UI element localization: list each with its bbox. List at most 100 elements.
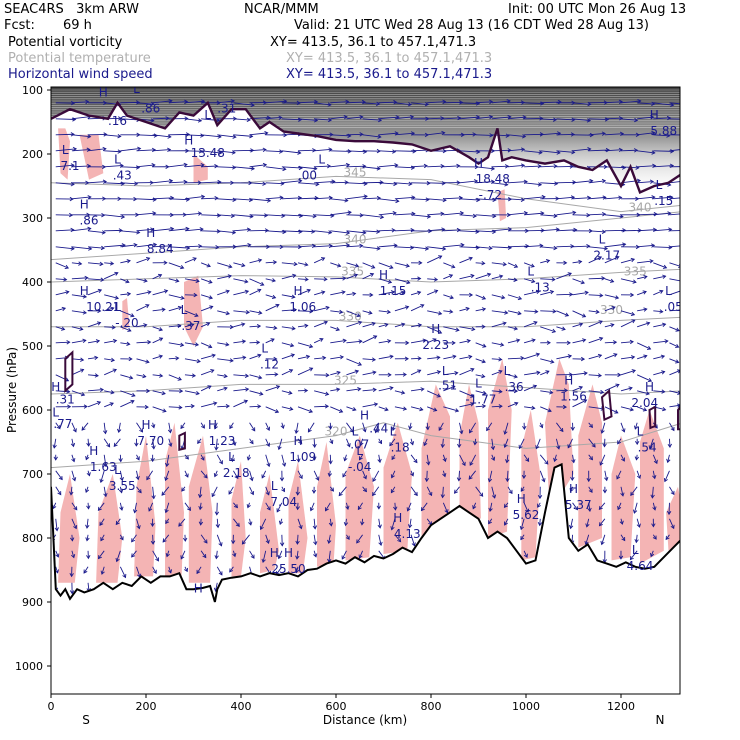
wind-arrow [148,502,154,512]
wind-arrow [669,518,675,530]
wind-arrow [378,243,398,248]
wind-arrow [475,486,484,497]
wind-arrow [637,115,655,120]
wind-arrow [588,195,607,200]
wind-arrow [669,181,680,184]
wind-arrow [313,550,318,558]
wind-arrow [87,401,102,408]
wind-arrow [165,518,170,525]
header-fcst-value: 69 h [63,18,92,33]
wind-arrow [297,470,303,480]
pv-shading-region [165,422,184,577]
y-tick-label: 500 [22,340,43,353]
wind-arrow [653,389,666,394]
wind-arrow [556,326,566,331]
wind-arrow [165,454,170,468]
wind-arrow [330,387,341,392]
extremum-label: H [80,284,89,298]
wind-arrow [427,164,445,169]
wind-arrow [378,198,400,204]
wind-arrow [637,390,650,396]
wind-arrow [619,518,624,525]
wind-arrow [115,518,121,526]
wind-arrow [246,502,251,509]
wind-arrow [427,116,445,121]
wind-arrow [314,195,333,201]
wind-arrow [358,550,364,559]
wind-arrow [602,438,607,448]
extremum-label: 1.56 [560,389,587,403]
wind-arrow [427,181,446,186]
wind-arrow [71,454,76,463]
wind-arrow [330,309,344,315]
wind-arrow [521,470,527,480]
wind-arrow [83,566,89,574]
wind-arrow [325,502,331,512]
wind-arrow [314,355,327,361]
wind-arrow [586,470,591,483]
wind-arrow [55,389,71,394]
wind-arrow [216,566,223,576]
wind-arrow [394,114,415,120]
wind-arrow [152,116,170,121]
wind-arrow [394,245,415,250]
wind-arrow [211,486,218,498]
wind-arrow [313,534,318,546]
wind-arrow [637,179,655,184]
wind-arrow [475,404,487,409]
wind-arrow [233,470,239,480]
wind-arrow [265,385,281,392]
wind-arrow [491,310,509,315]
wind-arrow [427,326,443,334]
wind-arrow [184,404,195,409]
wind-arrow [295,534,300,545]
wind-arrow [588,389,605,395]
wind-arrow [540,259,551,264]
y-tick-label: 700 [22,468,43,481]
wind-arrow [604,323,615,328]
wind-arrow [217,310,230,316]
wind-arrow [231,534,236,545]
wind-arrow [131,534,137,543]
wind-arrow [491,486,497,499]
wind-arrow [151,422,156,429]
wind-arrow [372,486,380,497]
wind-arrow [265,534,270,545]
wind-arrow [216,454,223,465]
wind-arrow [443,406,460,413]
wind-arrow [217,180,235,185]
wind-arrow [443,309,454,314]
theta-label: 325 [334,373,357,387]
wind-arrow [233,339,247,344]
wind-arrow [669,149,680,152]
wind-arrow [617,502,622,511]
wind-arrow [362,214,385,220]
wind-arrow [346,358,362,366]
wind-arrow [87,355,99,361]
wind-arrow [281,294,296,299]
wind-arrow [507,134,527,139]
wind-arrow [524,405,536,411]
wind-arrow [314,372,330,378]
field-wind-xy: XY= 413.5, 36.1 to 457.1,471.3 [286,67,493,82]
wind-arrow [52,502,57,510]
wind-arrow [214,438,219,451]
wind-arrow [151,438,156,450]
stratosphere-band [51,87,680,193]
wind-arrow [249,390,264,396]
wind-arrow [556,195,576,200]
extremum-label: H [194,581,203,595]
x-tick-label: 1200 [607,700,635,713]
wind-arrow [150,454,155,463]
wind-arrow [181,486,186,492]
wind-arrow [168,305,183,312]
wind-arrow [524,182,543,187]
wind-arrow [459,339,471,344]
wind-arrow [410,387,425,392]
wind-arrow [184,243,203,249]
wind-arrow [587,502,592,513]
wind-arrow [229,566,234,573]
wind-arrow [104,214,126,219]
wind-arrow [491,164,510,169]
wind-arrow [295,550,300,560]
